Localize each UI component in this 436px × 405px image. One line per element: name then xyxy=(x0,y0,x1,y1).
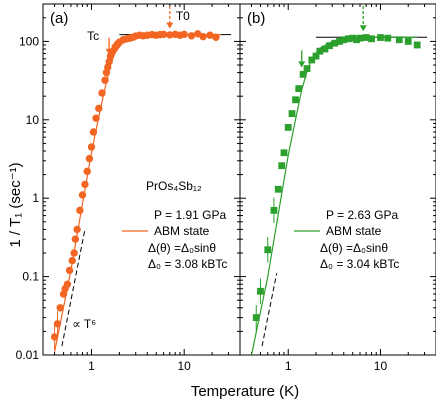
data-point xyxy=(362,34,370,41)
data-point xyxy=(166,31,174,39)
data-point xyxy=(395,36,403,44)
data-point xyxy=(83,167,91,176)
data-point xyxy=(73,225,81,234)
data-point xyxy=(345,35,352,43)
data-point xyxy=(312,52,320,60)
data-point xyxy=(331,39,339,47)
y-tick-label: 0.1 xyxy=(22,270,39,284)
data-point xyxy=(349,34,357,42)
panel-b: 1 10 (b) P = 2.63 GPa ABM state Δ(θ) =Δ₀sinθ Δ… xyxy=(239,3,436,373)
data-point xyxy=(356,34,364,42)
y-tick-label: 0.01 xyxy=(16,348,40,362)
data-point xyxy=(274,185,282,193)
data-point xyxy=(180,30,188,39)
data-point xyxy=(413,41,421,49)
data-point xyxy=(56,304,64,312)
data-point xyxy=(368,35,375,43)
power-law-label: ∝ T⁶ xyxy=(72,317,96,331)
data-point xyxy=(280,149,288,157)
panel-label: (a) xyxy=(50,10,68,27)
data-point xyxy=(50,333,59,341)
data-point xyxy=(70,249,78,257)
data-point xyxy=(336,38,343,45)
tc-arrow-head xyxy=(105,48,113,55)
x-tick-label: 1 xyxy=(285,359,292,373)
data-point xyxy=(95,104,103,113)
data-point xyxy=(159,30,168,39)
data-point xyxy=(89,128,98,136)
tc-label: Tc xyxy=(87,29,99,43)
legend-label: ABM state xyxy=(326,224,382,238)
data-point xyxy=(264,246,272,254)
gap-value: Δ₀ = 3.04 kBTc xyxy=(320,257,399,271)
tc-arrow-head xyxy=(298,61,306,68)
data-point xyxy=(105,58,113,66)
data-point xyxy=(53,320,62,328)
data-point xyxy=(68,256,76,265)
data-point xyxy=(321,45,329,53)
x-tick-label: 1 xyxy=(88,359,95,373)
power-law-line xyxy=(261,273,278,347)
y-tick-label: 10 xyxy=(26,113,40,127)
data-point xyxy=(199,32,207,41)
gap-formula: Δ(θ) =Δ₀sinθ xyxy=(148,241,216,255)
pressure-label: P = 1.91 GPa xyxy=(154,208,226,222)
x-tick-label: 10 xyxy=(178,359,192,373)
data-point xyxy=(270,206,278,214)
data-point xyxy=(252,314,260,321)
y-tick-label: 1 xyxy=(32,191,39,205)
data-point xyxy=(404,38,412,45)
t0-arrow-head xyxy=(166,22,174,29)
data-point xyxy=(292,96,299,104)
data-point xyxy=(308,56,316,64)
data-point xyxy=(384,34,392,42)
data-point xyxy=(63,280,72,288)
data-point xyxy=(340,36,348,44)
plot-frame xyxy=(239,3,436,356)
pressure-label: P = 2.63 GPa xyxy=(326,208,398,222)
material-label: PrOs₄Sb₁₂ xyxy=(146,179,202,193)
data-point xyxy=(326,42,333,50)
data-point xyxy=(278,162,286,170)
gap-value: Δ₀ = 3.08 kBTc xyxy=(148,257,227,271)
x-axis-title: Temperature (K) xyxy=(191,383,299,400)
data-point xyxy=(257,287,264,295)
data-point xyxy=(212,33,220,41)
t0-label: T0 xyxy=(176,9,190,23)
gap-formula: Δ(θ) =Δ₀sinθ xyxy=(320,241,388,255)
panel-label: (b) xyxy=(247,10,265,27)
data-point xyxy=(101,76,109,84)
data-point xyxy=(316,47,324,55)
plot-frame xyxy=(42,3,241,356)
panel-a: 1 10 0.01 0.1 1 10 100 (a) PrOs₄Sb₁₂ P = 1.91 GPa… xyxy=(16,3,241,373)
legend-label: ABM state xyxy=(154,224,210,238)
power-law-line xyxy=(61,229,86,347)
data-point xyxy=(206,31,214,39)
data-point xyxy=(187,32,196,40)
data-point xyxy=(81,180,89,189)
data-point xyxy=(71,235,80,243)
data-point xyxy=(85,154,94,163)
data-point xyxy=(78,191,87,199)
fit-curve xyxy=(250,36,418,356)
data-point xyxy=(98,89,106,97)
t0-arrow-head xyxy=(359,25,367,32)
data-point xyxy=(65,266,74,275)
data-point xyxy=(295,85,303,93)
data-point xyxy=(377,34,384,41)
data-point xyxy=(284,124,292,131)
y-tick-label: 100 xyxy=(19,34,39,48)
data-point xyxy=(303,65,311,72)
y-axis-title: 1 / T₁ (sec⁻¹) xyxy=(7,162,24,247)
data-point xyxy=(76,206,84,215)
data-point xyxy=(92,114,100,122)
data-point xyxy=(288,110,296,117)
data-point xyxy=(299,70,307,78)
data-point xyxy=(353,36,360,44)
x-tick-label: 10 xyxy=(374,359,388,373)
data-point xyxy=(87,143,96,151)
